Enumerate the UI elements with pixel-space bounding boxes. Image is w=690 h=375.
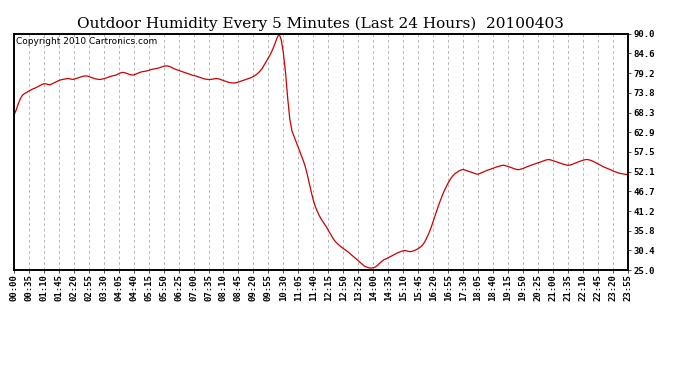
Text: Copyright 2010 Cartronics.com: Copyright 2010 Cartronics.com [16,37,157,46]
Title: Outdoor Humidity Every 5 Minutes (Last 24 Hours)  20100403: Outdoor Humidity Every 5 Minutes (Last 2… [77,17,564,31]
